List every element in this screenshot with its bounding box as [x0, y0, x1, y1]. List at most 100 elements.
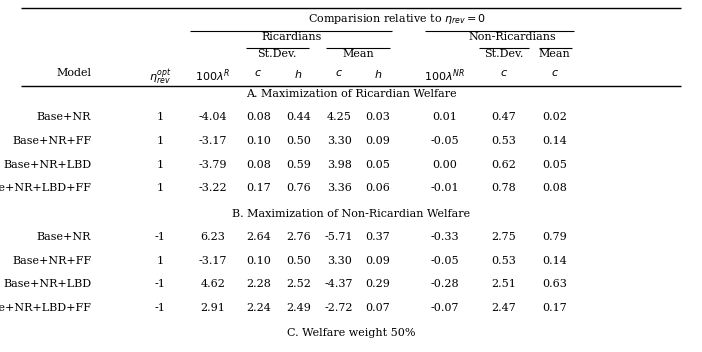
Text: 0.02: 0.02 — [542, 112, 567, 122]
Text: 0.78: 0.78 — [491, 183, 517, 193]
Text: $c$: $c$ — [254, 68, 263, 78]
Text: $c$: $c$ — [500, 68, 508, 78]
Text: 0.10: 0.10 — [246, 256, 271, 266]
Text: $100\lambda^R$: $100\lambda^R$ — [195, 68, 230, 84]
Text: $100\lambda^{NR}$: $100\lambda^{NR}$ — [424, 68, 465, 84]
Text: 0.05: 0.05 — [365, 159, 390, 170]
Text: Base+NR+LBD: Base+NR+LBD — [3, 279, 91, 289]
Text: Comparision relative to $\eta_{rev} = 0$: Comparision relative to $\eta_{rev} = 0$ — [307, 12, 486, 26]
Text: $c$: $c$ — [335, 68, 343, 78]
Text: 4.25: 4.25 — [326, 112, 352, 122]
Text: St.Dev.: St.Dev. — [258, 49, 297, 59]
Text: -3.22: -3.22 — [199, 183, 227, 193]
Text: 0.53: 0.53 — [491, 256, 517, 266]
Text: 1: 1 — [157, 183, 164, 193]
Text: 0.79: 0.79 — [542, 232, 567, 242]
Text: B. Maximization of Non-Ricardian Welfare: B. Maximization of Non-Ricardian Welfare — [232, 208, 470, 219]
Text: 0.00: 0.00 — [432, 159, 457, 170]
Text: St.Dev.: St.Dev. — [484, 49, 524, 59]
Text: 3.98: 3.98 — [326, 159, 352, 170]
Text: -0.05: -0.05 — [430, 136, 458, 146]
Text: 6.23: 6.23 — [200, 232, 225, 242]
Text: 0.08: 0.08 — [542, 183, 567, 193]
Text: 2.49: 2.49 — [286, 303, 311, 313]
Text: $h$: $h$ — [294, 68, 303, 80]
Text: 0.01: 0.01 — [432, 112, 457, 122]
Text: 2.51: 2.51 — [491, 279, 517, 289]
Text: 0.03: 0.03 — [365, 112, 390, 122]
Text: Base+NR: Base+NR — [37, 112, 91, 122]
Text: 2.75: 2.75 — [491, 232, 517, 242]
Text: $h$: $h$ — [373, 68, 382, 80]
Text: 0.06: 0.06 — [365, 183, 390, 193]
Text: -3.79: -3.79 — [199, 159, 227, 170]
Text: 2.52: 2.52 — [286, 279, 311, 289]
Text: $\eta_{rev}^{opt}$: $\eta_{rev}^{opt}$ — [149, 68, 171, 87]
Text: -0.07: -0.07 — [430, 303, 458, 313]
Text: -1: -1 — [154, 279, 166, 289]
Text: 2.64: 2.64 — [246, 232, 271, 242]
Text: 0.14: 0.14 — [542, 136, 567, 146]
Text: 2.47: 2.47 — [491, 303, 517, 313]
Text: 1: 1 — [157, 136, 164, 146]
Text: 2.28: 2.28 — [246, 279, 271, 289]
Text: Base+NR+LBD: Base+NR+LBD — [3, 159, 91, 170]
Text: -1: -1 — [154, 232, 166, 242]
Text: 0.62: 0.62 — [491, 159, 517, 170]
Text: 1: 1 — [157, 256, 164, 266]
Text: 0.29: 0.29 — [365, 279, 390, 289]
Text: -0.05: -0.05 — [430, 256, 458, 266]
Text: Ricardians: Ricardians — [261, 32, 322, 42]
Text: 0.37: 0.37 — [365, 232, 390, 242]
Text: Base+NR+LBD+FF: Base+NR+LBD+FF — [0, 303, 91, 313]
Text: 3.30: 3.30 — [326, 136, 352, 146]
Text: -3.17: -3.17 — [199, 136, 227, 146]
Text: -4.04: -4.04 — [199, 112, 227, 122]
Text: 0.50: 0.50 — [286, 136, 311, 146]
Text: Base+NR+FF: Base+NR+FF — [12, 136, 91, 146]
Text: 0.17: 0.17 — [246, 183, 271, 193]
Text: 0.09: 0.09 — [365, 256, 390, 266]
Text: 0.44: 0.44 — [286, 112, 311, 122]
Text: -0.01: -0.01 — [430, 183, 458, 193]
Text: Non-Ricardians: Non-Ricardians — [469, 32, 557, 42]
Text: 0.63: 0.63 — [542, 279, 567, 289]
Text: C. Welfare weight 50%: C. Welfare weight 50% — [286, 328, 416, 338]
Text: -0.28: -0.28 — [430, 279, 458, 289]
Text: Base+NR+LBD+FF: Base+NR+LBD+FF — [0, 183, 91, 193]
Text: 0.08: 0.08 — [246, 112, 271, 122]
Text: Base+NR+FF: Base+NR+FF — [12, 256, 91, 266]
Text: 0.47: 0.47 — [491, 112, 517, 122]
Text: 0.14: 0.14 — [542, 256, 567, 266]
Text: Mean: Mean — [342, 49, 374, 59]
Text: -2.72: -2.72 — [325, 303, 353, 313]
Text: Base+NR: Base+NR — [37, 232, 91, 242]
Text: A. Maximization of Ricardian Welfare: A. Maximization of Ricardian Welfare — [246, 89, 456, 99]
Text: 0.07: 0.07 — [365, 303, 390, 313]
Text: -3.17: -3.17 — [199, 256, 227, 266]
Text: Mean: Mean — [538, 49, 571, 59]
Text: 4.62: 4.62 — [200, 279, 225, 289]
Text: 2.91: 2.91 — [200, 303, 225, 313]
Text: 0.10: 0.10 — [246, 136, 271, 146]
Text: Model: Model — [56, 68, 91, 78]
Text: 0.50: 0.50 — [286, 256, 311, 266]
Text: 1: 1 — [157, 159, 164, 170]
Text: 3.30: 3.30 — [326, 256, 352, 266]
Text: 2.76: 2.76 — [286, 232, 311, 242]
Text: 0.17: 0.17 — [542, 303, 567, 313]
Text: 0.59: 0.59 — [286, 159, 311, 170]
Text: -0.33: -0.33 — [430, 232, 458, 242]
Text: 0.09: 0.09 — [365, 136, 390, 146]
Text: 0.76: 0.76 — [286, 183, 311, 193]
Text: -4.37: -4.37 — [325, 279, 353, 289]
Text: 1: 1 — [157, 112, 164, 122]
Text: 3.36: 3.36 — [326, 183, 352, 193]
Text: $c$: $c$ — [550, 68, 559, 78]
Text: 0.08: 0.08 — [246, 159, 271, 170]
Text: 0.53: 0.53 — [491, 136, 517, 146]
Text: 0.05: 0.05 — [542, 159, 567, 170]
Text: 2.24: 2.24 — [246, 303, 271, 313]
Text: -5.71: -5.71 — [325, 232, 353, 242]
Text: -1: -1 — [154, 303, 166, 313]
